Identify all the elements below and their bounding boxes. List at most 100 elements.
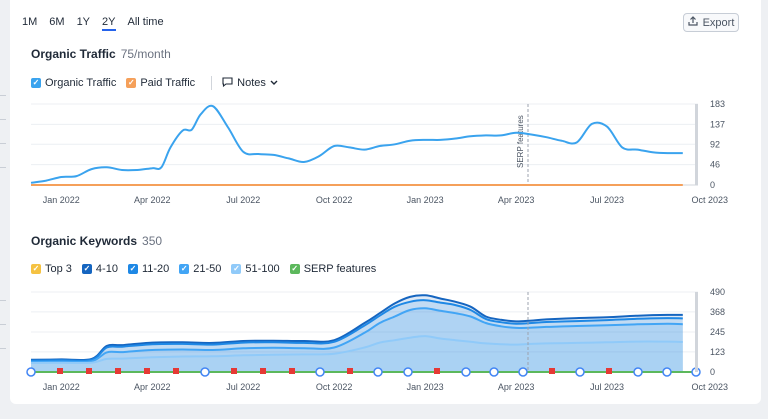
export-button[interactable]: Export (683, 13, 739, 32)
chart-scroll-handle[interactable] (695, 292, 698, 372)
y-tick-label: 137 (710, 119, 725, 129)
legend-label: Paid Traffic (140, 77, 196, 89)
x-tick-label: Jan 2023 (407, 382, 444, 392)
flag-icon[interactable] (549, 368, 555, 374)
legend-51-100[interactable]: ✓ 51-100 (231, 263, 280, 275)
y-tick-label: 0 (710, 180, 715, 190)
checkbox-icon: ✓ (31, 78, 41, 88)
x-tick-label: Apr 2022 (134, 382, 171, 392)
checkbox-icon: ✓ (31, 264, 41, 274)
series-area (31, 295, 683, 372)
traffic-title: Organic Traffic (31, 47, 116, 61)
legend-label: SERP features (303, 263, 377, 275)
notes-dropdown[interactable]: Notes (211, 76, 278, 90)
rail-tick (0, 143, 6, 144)
x-tick-label: Jan 2023 (407, 195, 444, 205)
y-tick-label: 0 (710, 367, 715, 377)
legend-label: Organic Traffic (45, 77, 117, 89)
flag-icon[interactable] (173, 368, 179, 374)
rail-tick (0, 324, 6, 325)
legend-11-20[interactable]: ✓ 11-20 (127, 263, 170, 275)
export-label: Export (702, 16, 735, 29)
flag-icon[interactable] (57, 368, 63, 374)
x-tick-label: Jan 2022 (43, 382, 80, 392)
legend-top-3[interactable]: ✓ Top 3 (31, 263, 72, 275)
keywords-legend: ✓ Top 3 ✓ 4-10 ✓ 11-20 ✓ 21-50 ✓ 51-100 … (31, 263, 386, 275)
x-tick-label: Jul 2022 (226, 382, 260, 392)
left-rail (0, 0, 10, 419)
checkbox-icon: ✓ (126, 78, 137, 88)
flag-icon[interactable] (144, 368, 150, 374)
y-tick-label: 490 (710, 287, 725, 297)
x-tick-label: Apr 2023 (498, 195, 535, 205)
legend-label: 51-100 (245, 263, 280, 275)
series-line (30, 335, 683, 365)
flag-icon[interactable] (260, 368, 266, 374)
range-1y[interactable]: 1Y (76, 16, 91, 28)
checkbox-icon: ✓ (81, 264, 92, 274)
legend-label: Top 3 (45, 263, 72, 275)
notes-label: Notes (237, 77, 266, 89)
flag-icon[interactable] (289, 368, 295, 374)
keywords-section-title: Organic Keywords 350 (31, 234, 162, 248)
google-update-icon[interactable] (315, 367, 325, 377)
flag-icon[interactable] (434, 368, 440, 374)
x-tick-label: Oct 2023 (691, 382, 728, 392)
dashboard-card (10, 0, 761, 404)
y-tick-label: 46 (710, 160, 720, 170)
rail-tick (0, 167, 6, 168)
range-all-time[interactable]: All time (127, 16, 164, 28)
keywords-title: Organic Keywords (31, 234, 138, 248)
google-update-icon[interactable] (403, 367, 413, 377)
google-update-icon[interactable] (662, 367, 672, 377)
google-update-icon[interactable] (489, 367, 499, 377)
x-tick-label: Apr 2022 (134, 195, 171, 205)
x-tick-label: Oct 2022 (316, 195, 353, 205)
x-tick-label: Oct 2023 (691, 195, 728, 205)
comment-icon (222, 76, 233, 90)
series-line (30, 104, 683, 184)
range-2y[interactable]: 2Y (102, 16, 116, 31)
google-update-icon[interactable] (575, 367, 585, 377)
checkbox-icon: ✓ (231, 264, 242, 274)
range-6m[interactable]: 6M (49, 16, 65, 28)
checkbox-icon: ✓ (289, 264, 300, 274)
rail-tick (0, 95, 6, 96)
legend-serp-features[interactable]: ✓ SERP features (289, 263, 377, 275)
google-update-icon[interactable] (26, 367, 36, 377)
flag-icon[interactable] (115, 368, 121, 374)
y-tick-label: 123 (710, 347, 725, 357)
google-update-icon[interactable] (461, 367, 471, 377)
google-update-icon[interactable] (518, 367, 528, 377)
flag-icon[interactable] (231, 368, 237, 374)
range-1m[interactable]: 1M (22, 16, 38, 28)
traffic-section-title: Organic Traffic 75/month (31, 47, 171, 61)
serp-marker-label: SERP features (516, 115, 525, 168)
chart-scroll-handle[interactable] (695, 104, 698, 185)
checkbox-icon: ✓ (127, 264, 138, 274)
rail-tick (0, 119, 6, 120)
keywords-subtitle: 350 (142, 234, 163, 248)
legend-paid-traffic[interactable]: ✓ Paid Traffic (126, 77, 195, 89)
series-line (30, 294, 683, 362)
y-tick-label: 183 (710, 99, 725, 109)
legend-organic-traffic[interactable]: ✓ Organic Traffic (31, 77, 116, 89)
google-update-icon[interactable] (633, 367, 643, 377)
legend-label: 21-50 (193, 263, 222, 275)
google-update-icon[interactable] (373, 367, 383, 377)
series-line (30, 299, 683, 362)
flag-icon[interactable] (606, 368, 612, 374)
flag-icon[interactable] (347, 368, 353, 374)
flag-icon[interactable] (86, 368, 92, 374)
legend-21-50[interactable]: ✓ 21-50 (179, 263, 221, 275)
legend-label: 4-10 (95, 263, 118, 275)
google-update-icon[interactable] (200, 367, 210, 377)
traffic-legend: ✓ Organic Traffic ✓ Paid Traffic Notes (31, 76, 278, 90)
legend-label: 11-20 (141, 263, 170, 275)
legend-4-10[interactable]: ✓ 4-10 (81, 263, 118, 275)
y-tick-label: 245 (710, 327, 725, 337)
page-edge (761, 0, 768, 419)
x-tick-label: Oct 2022 (316, 382, 353, 392)
